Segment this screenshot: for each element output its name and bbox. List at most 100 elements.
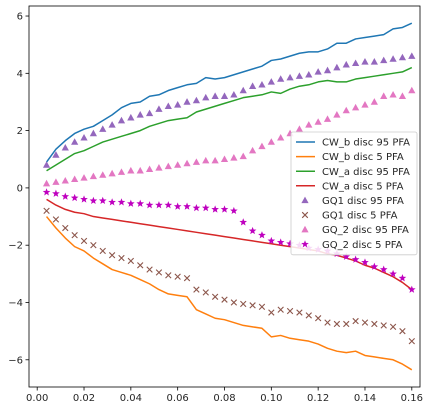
- data-point-gq1-disc-95-pfa: [295, 72, 304, 79]
- data-point-gq-2-disc-5-pfa: [239, 218, 248, 226]
- series-line-cw-b-disc-95-pfa: [45, 22, 413, 163]
- data-point-gq-2-disc-95-pfa: [380, 92, 388, 99]
- data-point-gq-2-disc-95-pfa: [183, 159, 191, 167]
- data-point-gq-2-disc-5-pfa: [192, 203, 201, 212]
- data-point-gq1-disc-5-pfa: [108, 252, 116, 259]
- data-point-gq-2-disc-5-pfa: [276, 238, 285, 246]
- data-point-gq-2-disc-95-pfa: [220, 155, 229, 162]
- data-point-gq-2-disc-95-pfa: [248, 146, 257, 154]
- legend-swatch: [301, 225, 309, 233]
- data-point-gq1-disc-95-pfa: [314, 68, 322, 75]
- data-point-gq1-disc-95-pfa: [333, 63, 341, 71]
- data-point-gq-2-disc-5-pfa: [211, 205, 219, 213]
- data-point-gq-2-disc-95-pfa: [408, 86, 416, 94]
- data-point-gq1-disc-95-pfa: [267, 78, 275, 85]
- data-point-gq1-disc-95-pfa: [89, 129, 97, 137]
- data-point-gq1-disc-5-pfa: [389, 323, 397, 331]
- data-point-gq-2-disc-95-pfa: [333, 111, 341, 118]
- data-point-gq-2-disc-5-pfa: [117, 198, 126, 206]
- data-point-gq1-disc-5-pfa: [277, 306, 284, 313]
- data-point-gq1-disc-5-pfa: [352, 317, 359, 325]
- data-point-gq1-disc-5-pfa: [202, 289, 209, 296]
- series-line-cw-a-disc-95-pfa: [46, 66, 413, 172]
- data-point-gq-2-disc-95-pfa: [211, 156, 219, 164]
- legend-entry: GQ_2 disc 5 PFA: [301, 240, 403, 251]
- data-point-gq-2-disc-95-pfa: [277, 133, 285, 141]
- legend-label: CW_a disc 95 PFA: [322, 167, 410, 178]
- data-point-gq1-disc-95-pfa: [80, 133, 88, 141]
- data-point-gq1-disc-95-pfa: [145, 109, 154, 117]
- data-point-gq-2-disc-95-pfa: [342, 106, 350, 114]
- data-point-gq1-disc-5-pfa: [211, 293, 219, 300]
- legend-label: GQ_2 disc 5 PFA: [322, 240, 403, 251]
- data-point-gq1-disc-5-pfa: [296, 309, 303, 316]
- data-point-gq1-disc-95-pfa: [361, 58, 369, 65]
- data-point-gq-2-disc-95-pfa: [398, 92, 407, 99]
- data-point-gq-2-disc-5-pfa: [201, 203, 210, 212]
- data-point-gq-2-disc-95-pfa: [267, 138, 275, 145]
- data-point-gq-2-disc-95-pfa: [295, 125, 304, 132]
- data-point-gq1-disc-5-pfa: [99, 247, 106, 255]
- data-point-gq1-disc-95-pfa: [220, 92, 229, 99]
- data-point-gq1-disc-5-pfa: [380, 322, 387, 329]
- data-point-gq1-disc-5-pfa: [240, 300, 247, 308]
- legend-entry: GQ1 disc 5 PFA: [301, 211, 398, 222]
- axis-ticks: 0.00 0.02 0.04 0.06 0.08 0.10 0.12 0.14 0.16 −6 −4…: [8, 12, 423, 404]
- data-point-gq1-disc-95-pfa: [352, 59, 360, 67]
- data-point-gq1-disc-5-pfa: [137, 262, 144, 269]
- legend-entry: GQ_2 disc 95 PFA: [301, 225, 409, 236]
- x-tick-label: 0.16: [401, 393, 423, 404]
- data-point-gq1-disc-5-pfa: [314, 315, 322, 322]
- data-point-gq1-disc-95-pfa: [370, 58, 378, 65]
- data-point-gq-2-disc-95-pfa: [352, 103, 360, 111]
- legend-entry: GQ1 disc 95 PFA: [301, 196, 404, 207]
- data-point-gq1-disc-5-pfa: [230, 299, 238, 306]
- data-point-gq1-disc-5-pfa: [165, 272, 172, 279]
- legend-entry: CW_a disc 95 PFA: [296, 167, 410, 178]
- data-point-gq1-disc-95-pfa: [389, 55, 397, 62]
- data-point-gq-2-disc-95-pfa: [230, 154, 238, 161]
- data-point-gq-2-disc-95-pfa: [314, 118, 322, 125]
- data-point-gq-2-disc-5-pfa: [80, 195, 88, 203]
- legend-entry: CW_a disc 5 PFA: [296, 181, 404, 192]
- data-point-gq1-disc-95-pfa: [398, 53, 407, 61]
- data-point-gq-2-disc-95-pfa: [80, 174, 88, 181]
- legend-swatch: [301, 196, 309, 204]
- data-point-gq1-disc-95-pfa: [408, 52, 416, 59]
- data-point-gq1-disc-5-pfa: [305, 312, 312, 319]
- data-point-gq-2-disc-5-pfa: [52, 189, 60, 197]
- data-point-gq1-disc-5-pfa: [408, 337, 415, 345]
- data-point-gq1-disc-5-pfa: [333, 320, 341, 328]
- data-point-gq1-disc-95-pfa: [155, 105, 163, 112]
- y-tick-label: 2: [17, 126, 23, 137]
- x-tick-label: 0.04: [120, 393, 142, 404]
- data-point-gq1-disc-95-pfa: [230, 91, 238, 98]
- legend-label: GQ_2 disc 95 PFA: [322, 225, 409, 236]
- data-point-gq-2-disc-5-pfa: [98, 196, 107, 205]
- data-point-gq1-disc-5-pfa: [193, 286, 200, 293]
- data-point-gq-2-disc-95-pfa: [174, 161, 182, 168]
- data-point-gq-2-disc-95-pfa: [61, 176, 69, 184]
- data-point-gq1-disc-5-pfa: [324, 319, 331, 326]
- data-point-gq1-disc-95-pfa: [305, 70, 313, 78]
- data-point-gq1-disc-95-pfa: [258, 80, 266, 88]
- data-point-gq-2-disc-95-pfa: [89, 172, 97, 180]
- data-point-gq1-disc-95-pfa: [239, 86, 247, 94]
- data-point-gq1-disc-5-pfa: [43, 207, 50, 215]
- data-point-gq-2-disc-5-pfa: [155, 201, 163, 209]
- data-point-gq1-disc-5-pfa: [71, 231, 78, 239]
- series-gq-2-disc-95-pfa: [42, 86, 416, 187]
- legend-swatch: [301, 240, 309, 248]
- data-point-gq1-disc-95-pfa: [174, 101, 182, 108]
- y-tick-label: 6: [17, 12, 23, 23]
- data-point-gq1-disc-5-pfa: [146, 266, 153, 273]
- data-point-gq1-disc-5-pfa: [174, 273, 181, 280]
- legend-swatch: [301, 211, 309, 219]
- legend-label: GQ1 disc 5 PFA: [322, 211, 398, 222]
- legend-label: CW_b disc 95 PFA: [322, 138, 410, 149]
- series-line-cw-a-disc-5-pfa: [46, 198, 413, 291]
- data-point-gq-2-disc-95-pfa: [127, 166, 135, 174]
- data-point-gq1-disc-5-pfa: [80, 237, 88, 245]
